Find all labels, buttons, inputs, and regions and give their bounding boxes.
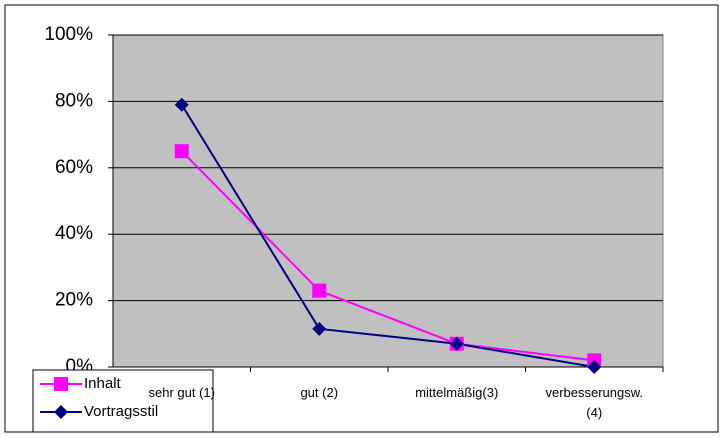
y-tick-label: 100% [44,24,93,45]
y-tick-label: 60% [55,157,93,178]
plot-area [112,34,664,368]
x-tick-label: mittelmäßig(3) [415,385,499,400]
legend-label: Vortragsstil [84,403,158,420]
y-tick-label: 80% [55,90,93,111]
x-tick-label: sehr gut (1) [148,385,215,400]
marker [54,377,68,391]
y-tick-label: 40% [55,223,93,244]
series-line [180,104,595,368]
x-tick-label: verbesserungsw. (4) [545,385,644,420]
marker [449,336,464,351]
marker [587,360,602,374]
marker [54,405,68,419]
marker [312,321,327,336]
marker [174,144,189,159]
legend-label: Inhalt [84,375,122,392]
marker [312,283,327,298]
series-line [181,150,595,362]
marker [174,97,189,112]
x-tick-label: gut (2) [300,385,339,400]
y-tick-label: 20% [55,290,93,311]
